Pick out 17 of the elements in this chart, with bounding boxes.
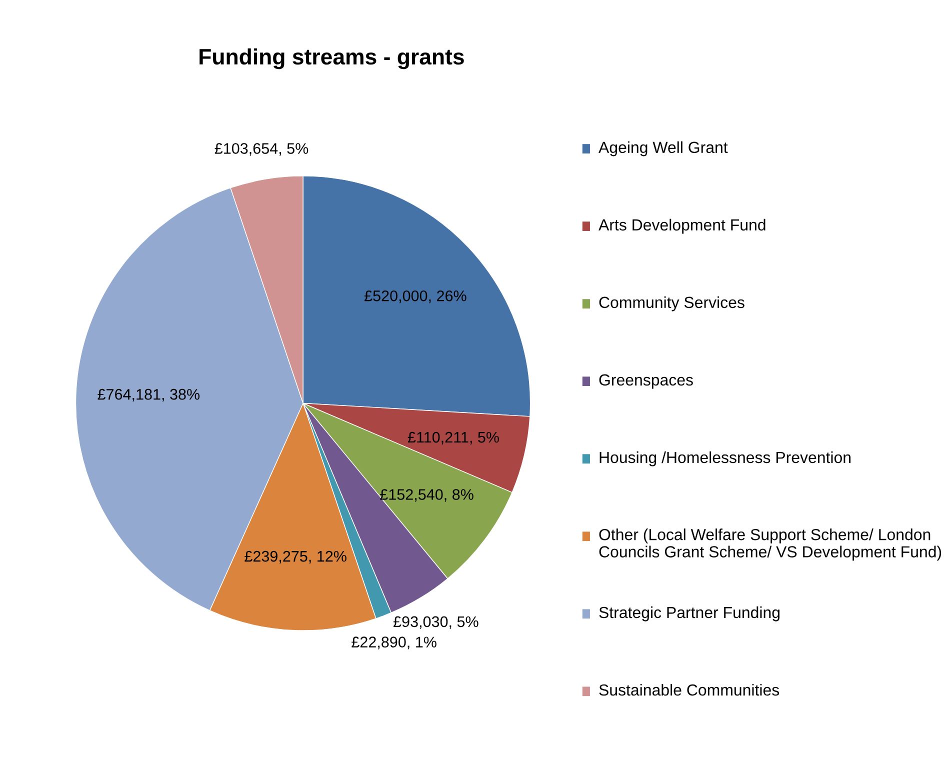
legend-label: Ageing Well Grant [598, 141, 728, 156]
chart-title: Funding streams - grants [200, 48, 464, 70]
data-label: £22,890, 1% [352, 636, 436, 650]
legend-label: Community Services [599, 296, 744, 312]
legend-label: Strategic Partner Funding [599, 606, 780, 622]
data-label: £239,275, 12% [244, 550, 346, 564]
legend-label: Sustainable Communities [599, 684, 780, 696]
data-label: £520,000, 26% [364, 290, 466, 304]
data-label: £110,211, 5% [408, 432, 499, 444]
legend-label: Greenspaces [599, 374, 693, 389]
legend-label: Other (Local Welfare Support Scheme/ London Councils Grant Scheme/ VS Development Fund) [599, 528, 942, 561]
data-label: £93,030, 5% [393, 616, 478, 629]
data-label: £152,540, 8% [380, 489, 474, 502]
legend-label: Housing /Homelessness Prevention [600, 451, 850, 466]
legend-label: Arts Development Fund [598, 218, 766, 234]
data-label: £764,181, 38% [98, 388, 200, 402]
data-label: £103,654, 5% [214, 143, 308, 156]
